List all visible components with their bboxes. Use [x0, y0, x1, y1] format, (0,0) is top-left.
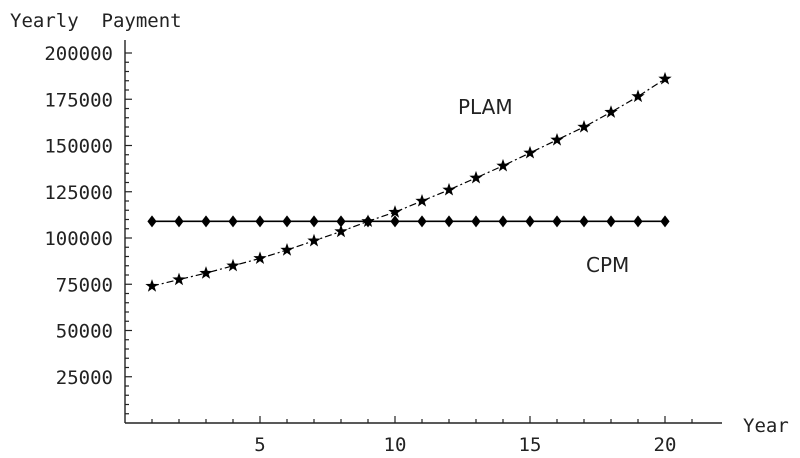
ticks — [125, 52, 693, 423]
data-point-cpm — [282, 215, 292, 228]
data-point-plam — [388, 205, 402, 218]
data-point-plam — [658, 71, 672, 85]
series-label-plam: PLAM — [458, 95, 513, 119]
y-tick-label: 25000 — [56, 367, 113, 389]
data-point-plam — [172, 272, 186, 286]
data-point-plam — [415, 194, 429, 207]
data-point-plam — [226, 258, 240, 272]
data-point-cpm — [147, 215, 157, 228]
y-tick-label: 200000 — [44, 43, 113, 65]
data-point-plam — [253, 251, 267, 265]
data-point-cpm — [525, 215, 535, 228]
data-point-plam — [604, 105, 618, 118]
y-tick-label: 50000 — [56, 321, 113, 343]
series-line-plam — [151, 78, 666, 287]
data-point-cpm — [417, 215, 427, 228]
data-point-cpm — [444, 215, 454, 228]
data-point-cpm — [390, 215, 400, 228]
data-point-plam — [523, 145, 537, 159]
data-point-cpm — [606, 215, 616, 228]
data-point-plam — [145, 279, 159, 292]
data-point-cpm — [633, 215, 643, 228]
y-tick-label: 150000 — [44, 136, 113, 158]
data-point-plam — [496, 158, 510, 172]
y-tick-label: 125000 — [44, 182, 113, 204]
data-point-plam — [361, 214, 375, 228]
data-point-cpm — [471, 215, 481, 228]
x-axis-title: Year — [743, 415, 789, 437]
data-point-plam — [280, 243, 294, 256]
data-point-cpm — [579, 215, 589, 228]
x-tick-label: 5 — [254, 434, 265, 456]
data-point-cpm — [498, 215, 508, 228]
data-point-plam — [577, 120, 591, 133]
series-label-cpm: CPM — [586, 253, 629, 277]
data-point-cpm — [228, 215, 238, 228]
y-tick-label: 175000 — [44, 89, 113, 111]
series-markers — [145, 71, 672, 292]
data-point-plam — [199, 266, 213, 279]
data-point-plam — [442, 182, 456, 196]
axes — [124, 40, 722, 424]
data-point-cpm — [660, 215, 670, 228]
data-point-plam — [631, 89, 645, 103]
data-point-plam — [469, 170, 483, 184]
data-point-cpm — [309, 215, 319, 228]
data-point-cpm — [552, 215, 562, 228]
data-point-cpm — [174, 215, 184, 228]
data-point-cpm — [201, 215, 211, 228]
data-point-plam — [334, 224, 348, 238]
x-tick-label: 15 — [519, 434, 542, 456]
data-point-cpm — [336, 215, 346, 228]
y-axis-title: Yearly Payment — [10, 10, 182, 32]
data-point-plam — [307, 233, 321, 247]
data-point-plam — [550, 132, 564, 146]
y-tick-label: 100000 — [44, 228, 113, 250]
data-point-cpm — [255, 215, 265, 228]
tick-labels: 25000 50000 75000 100000 125000 150000 175000 2… — [44, 43, 676, 456]
x-tick-label: 20 — [654, 434, 677, 456]
x-tick-label: 10 — [384, 434, 407, 456]
y-tick-label: 75000 — [56, 274, 113, 296]
